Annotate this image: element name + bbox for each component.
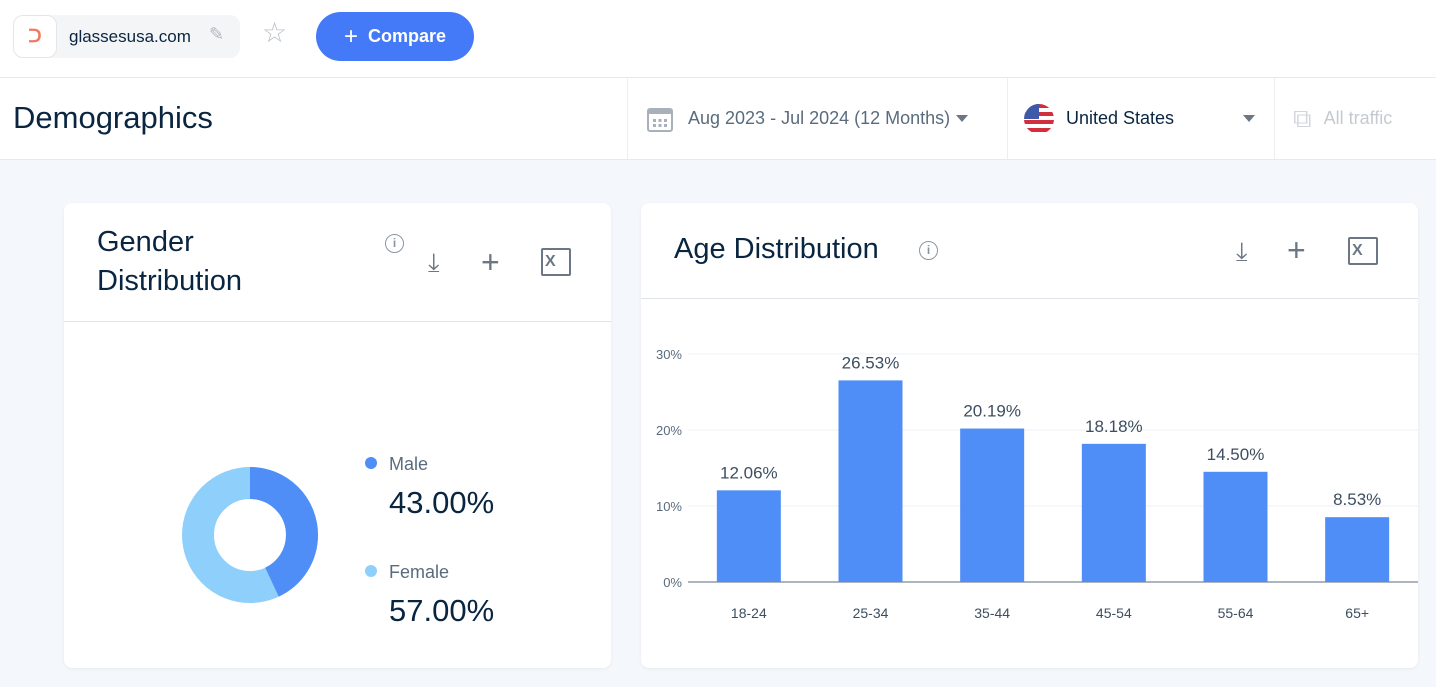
toolbar: Demographics Aug 2023 - Jul 2024 (12 Mon…: [0, 78, 1436, 160]
site-favicon: ᑐ: [13, 15, 57, 58]
data-label: 12.06%: [720, 463, 778, 482]
donut-male-slice[interactable]: [182, 467, 318, 603]
bar-35-44[interactable]: [960, 428, 1025, 582]
add-icon[interactable]: +: [1287, 232, 1306, 268]
traffic-label: All traffic: [1323, 108, 1393, 128]
devices-icon: ⧉: [1293, 102, 1312, 133]
age-distribution-card: Age Distribution i ⤓ + X 0% 10% 20% 30% 12.0…: [641, 203, 1418, 668]
card-title: Age Distribution: [674, 233, 879, 265]
page-title: Demographics: [13, 100, 213, 135]
edit-pencil-icon[interactable]: ✎: [209, 24, 225, 44]
date-range-label: Aug 2023 - Jul 2024 (12 Months): [688, 108, 951, 128]
download-icon[interactable]: ⤓: [1236, 236, 1248, 266]
caret-down-icon: [1243, 115, 1255, 122]
us-flag-icon: [1024, 103, 1054, 134]
plus-icon: +: [343, 22, 358, 50]
data-label: 20.19%: [963, 402, 1021, 421]
top-bar: ᑐ glassesusa.com ✎ ☆ + Compare: [0, 0, 1436, 78]
x-tick-label: 45-54: [1096, 605, 1132, 621]
y-tick-label: 30%: [656, 347, 682, 362]
info-icon[interactable]: i: [385, 234, 404, 253]
download-icon[interactable]: ⤓: [428, 247, 440, 277]
date-range-select[interactable]: Aug 2023 - Jul 2024 (12 Months): [627, 78, 1007, 159]
excel-icon[interactable]: X: [541, 248, 571, 276]
data-label: 26.53%: [842, 353, 900, 372]
bar-65+[interactable]: [1325, 517, 1390, 582]
caret-down-icon: [956, 115, 969, 122]
age-bar-chart: 0% 10% 20% 30% 12.06% 18-24 26.53% 25-34 20.19% 3…: [656, 347, 1418, 621]
site-chip[interactable]: ᑐ glassesusa.com ✎: [13, 15, 240, 58]
data-label: 8.53%: [1333, 490, 1381, 509]
x-tick-label: 25-34: [853, 605, 889, 621]
male-label: Male: [389, 454, 429, 474]
x-tick-label: 18-24: [731, 605, 767, 621]
divider: [641, 298, 1418, 299]
y-tick-label: 0%: [663, 575, 682, 590]
x-tick-label: 65+: [1345, 605, 1369, 621]
data-label: 14.50%: [1207, 445, 1265, 464]
gender-donut: [182, 467, 318, 603]
card-title: Gender Distribution: [97, 226, 243, 297]
female-value: 57.00%: [389, 593, 495, 628]
site-name: glassesusa.com: [69, 27, 191, 46]
x-tick-label: 35-44: [974, 605, 1010, 621]
male-legend-dot: [365, 457, 377, 469]
male-value: 43.00%: [389, 485, 495, 520]
info-icon[interactable]: i: [919, 241, 938, 260]
x-tick-label: 55-64: [1218, 605, 1254, 621]
country-label: United States: [1066, 108, 1175, 128]
female-legend-dot: [365, 565, 377, 577]
excel-icon[interactable]: X: [1348, 237, 1378, 265]
calendar-icon: [647, 107, 673, 132]
add-icon[interactable]: +: [481, 244, 500, 280]
country-select[interactable]: United States: [1007, 78, 1274, 159]
y-tick-label: 10%: [656, 499, 682, 514]
bar-18-24[interactable]: [716, 490, 781, 582]
traffic-select[interactable]: ⧉ All traffic: [1274, 78, 1436, 159]
bar-55-64[interactable]: [1203, 471, 1268, 582]
bar-45-54[interactable]: [1081, 443, 1146, 582]
y-tick-label: 20%: [656, 423, 682, 438]
compare-button[interactable]: + Compare: [316, 12, 474, 61]
compare-label: Compare: [367, 26, 447, 46]
bar-25-34[interactable]: [838, 380, 903, 582]
female-label: Female: [389, 562, 450, 582]
star-icon[interactable]: ☆: [262, 17, 288, 48]
gender-distribution-card: Gender Distribution i ⤓ + X Male 43.00% F…: [64, 203, 611, 668]
divider: [64, 321, 611, 322]
data-label: 18.18%: [1085, 417, 1143, 436]
